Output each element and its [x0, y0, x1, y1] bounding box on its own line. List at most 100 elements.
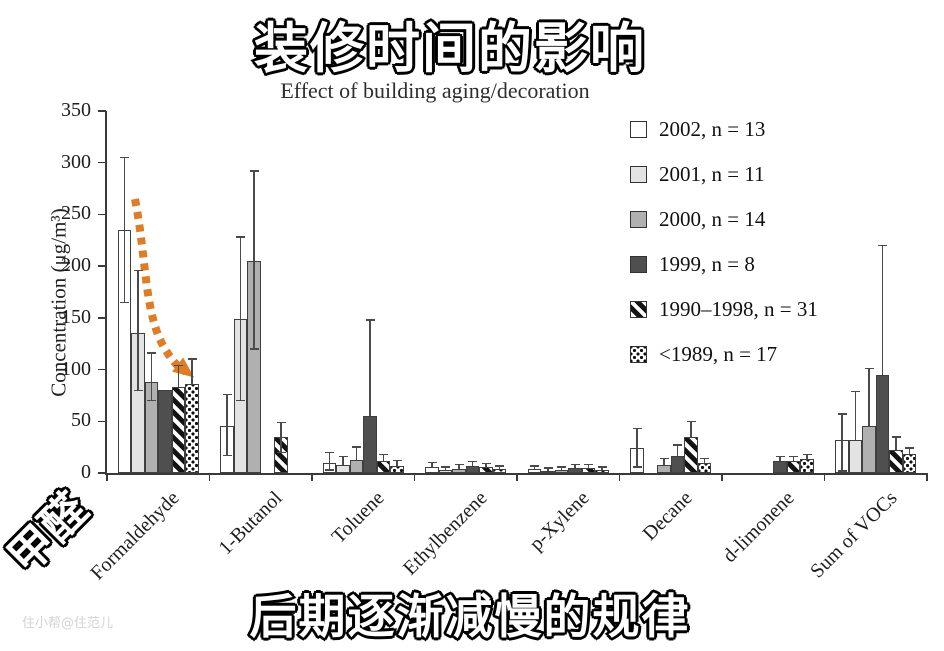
error-whisker-line	[806, 454, 808, 459]
error-whisker-line	[123, 157, 126, 303]
legend-item: 1999, n = 8	[630, 252, 818, 277]
bar-p-xylene-s4	[581, 467, 596, 473]
error-whisker-cap-top	[495, 465, 504, 467]
error-whisker-cap-bottom	[325, 469, 334, 471]
error-whisker-cap-top	[878, 244, 887, 247]
y-tick-label: 300	[61, 150, 91, 173]
legend-label: 1990–1998, n = 31	[659, 297, 818, 321]
error-whisker-cap-top	[530, 465, 539, 467]
error-whisker-line	[177, 365, 180, 388]
error-whisker-line	[355, 447, 358, 460]
bar-sum-of-vocs-s2	[862, 426, 876, 473]
legend-item: <1989, n = 17	[630, 342, 818, 367]
error-whisker-cap-top	[802, 453, 812, 456]
x-tick-mark	[926, 473, 928, 481]
error-whisker-line	[841, 414, 843, 471]
bar-decane-s2	[657, 464, 671, 473]
x-tick-mark	[208, 473, 211, 481]
legend-swatch-icon	[630, 121, 647, 138]
error-whisker-cap-top	[864, 367, 874, 370]
error-whisker-cap-top	[441, 466, 450, 468]
bar-p-xylene-s1	[541, 470, 555, 473]
y-tick-mark	[98, 472, 106, 474]
error-whisker-line	[792, 456, 795, 461]
error-whisker-cap-top	[597, 466, 607, 468]
error-whisker-cap-top	[632, 427, 642, 430]
error-whisker-line	[137, 270, 139, 391]
error-whisker-line	[779, 456, 781, 461]
error-whisker-cap-top	[338, 455, 348, 458]
error-whisker-line	[328, 452, 331, 470]
y-tick-mark	[98, 213, 106, 216]
error-whisker-cap-top	[584, 463, 593, 466]
error-whisker-line	[444, 466, 447, 470]
error-whisker-line	[533, 465, 536, 469]
error-whisker-cap-top	[365, 319, 375, 321]
error-whisker-line	[150, 353, 153, 401]
error-whisker-line	[574, 464, 576, 468]
x-tick-label: Sum of VOCs	[805, 487, 902, 583]
x-tick-mark	[721, 473, 723, 481]
bottom-caption: 后期逐渐减慢的规律	[248, 588, 691, 647]
chart-title: Effect of building aging/decoration	[280, 78, 590, 103]
bar-ethylbenzene-s5	[492, 468, 507, 473]
error-whisker-line	[239, 237, 242, 401]
bar-toluene-s2	[349, 459, 364, 473]
error-whisker-line	[560, 466, 563, 470]
y-tick-label: 50	[71, 409, 91, 432]
error-whisker-line	[895, 436, 897, 451]
x-tick-mark	[516, 473, 518, 481]
error-whisker-line	[396, 460, 398, 466]
error-whisker-line	[382, 454, 385, 461]
error-whisker-line	[881, 245, 884, 375]
error-whisker-cap-top	[427, 461, 437, 464]
bar-decane-s5	[697, 462, 712, 473]
error-whisker-line	[191, 359, 193, 385]
x-tick-label: Formaldehyde	[86, 487, 184, 585]
error-whisker-line	[636, 428, 638, 467]
x-tick-mark	[106, 473, 108, 481]
bar-p-xylene-s3	[568, 467, 582, 473]
error-whisker-cap-top	[379, 453, 388, 456]
legend-label: 1999, n = 8	[659, 252, 755, 276]
bar-toluene-s4	[376, 460, 391, 473]
x-tick-label: p-Xylene	[525, 487, 594, 556]
error-whisker-cap-bottom	[249, 348, 259, 350]
error-whisker-line	[226, 394, 228, 456]
bar-ethylbenzene-s4	[479, 466, 493, 473]
error-whisker-line	[663, 458, 665, 465]
error-whisker-line	[253, 170, 255, 349]
bar-toluene-s1	[336, 464, 350, 473]
bar-d-limonene-s5	[800, 458, 814, 473]
legend-item: 1990–1998, n = 31	[630, 297, 818, 322]
error-whisker-cap-top	[557, 466, 566, 468]
error-whisker-cap-bottom	[133, 389, 143, 391]
error-whisker-cap-top	[352, 446, 361, 448]
legend-swatch-icon	[630, 346, 647, 363]
bar-ethylbenzene-s2	[452, 468, 466, 473]
error-whisker-line	[703, 458, 706, 463]
bar-d-limonene-s3	[773, 460, 787, 473]
bar-p-xylene-s5	[595, 469, 609, 473]
watermark: 住小帮@住范儿	[22, 616, 114, 631]
error-whisker-cap-top	[905, 447, 914, 449]
y-tick-label: 100	[61, 357, 91, 380]
error-whisker-cap-bottom	[120, 301, 129, 304]
error-whisker-cap-bottom	[837, 470, 847, 472]
error-whisker-cap-top	[174, 364, 183, 367]
x-tick-mark	[618, 473, 621, 481]
x-tick-label: Ethylbenzene	[398, 487, 492, 580]
error-whisker-cap-top	[570, 463, 580, 466]
x-tick-label: 1-Butanol	[214, 487, 287, 560]
bar-decane-s4	[684, 436, 698, 473]
y-tick-mark	[98, 317, 106, 319]
x-tick-label: Toluene	[327, 487, 389, 548]
error-whisker-line	[458, 464, 460, 469]
bar-p-xylene-s2	[554, 469, 569, 473]
bar-sum-of-vocs-s5	[902, 454, 917, 473]
error-whisker-cap-bottom	[632, 466, 642, 468]
error-whisker-line	[547, 467, 549, 471]
x-tick-label: Decane	[638, 487, 697, 545]
bar-ethylbenzene-s1	[438, 469, 453, 473]
